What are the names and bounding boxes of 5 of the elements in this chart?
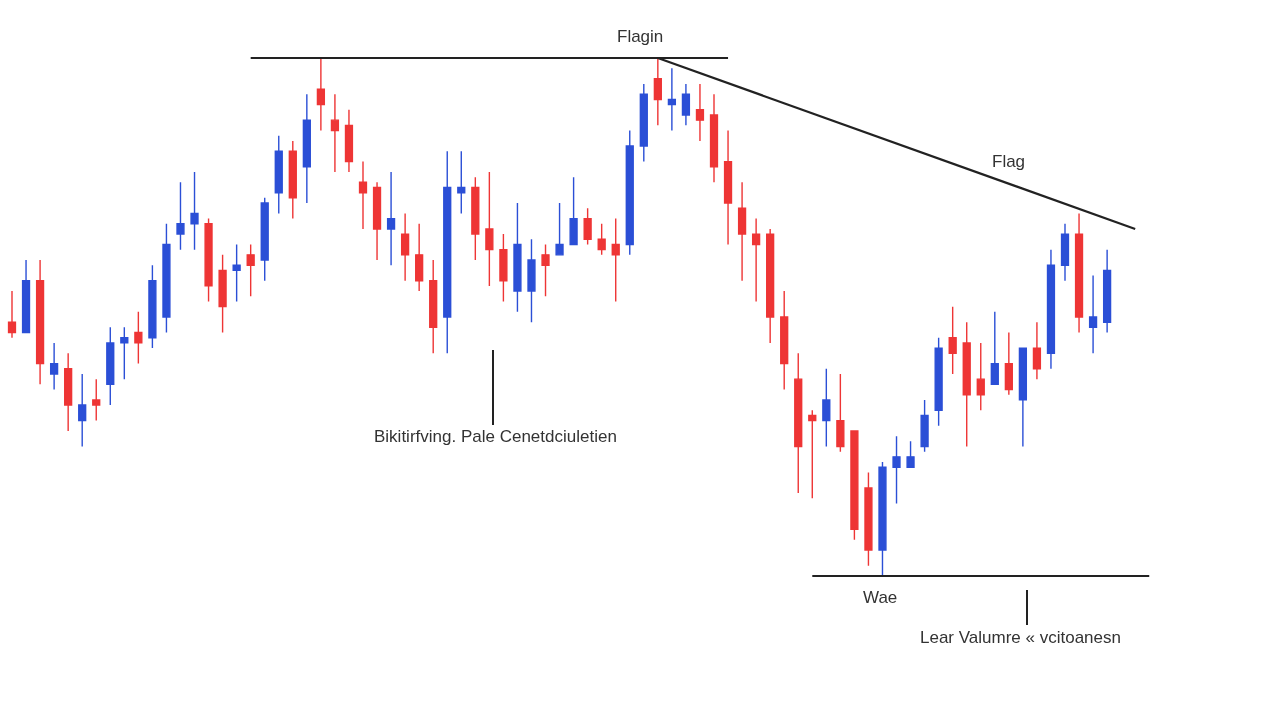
annotation: Bikitirfving. Pale Cenetdciuletien xyxy=(374,427,617,446)
annotation: Flag xyxy=(992,152,1026,171)
text: Flagin xyxy=(617,27,664,46)
text: Wae xyxy=(863,588,898,607)
text: Lear Valumre « vcitoanesn xyxy=(920,628,1121,647)
